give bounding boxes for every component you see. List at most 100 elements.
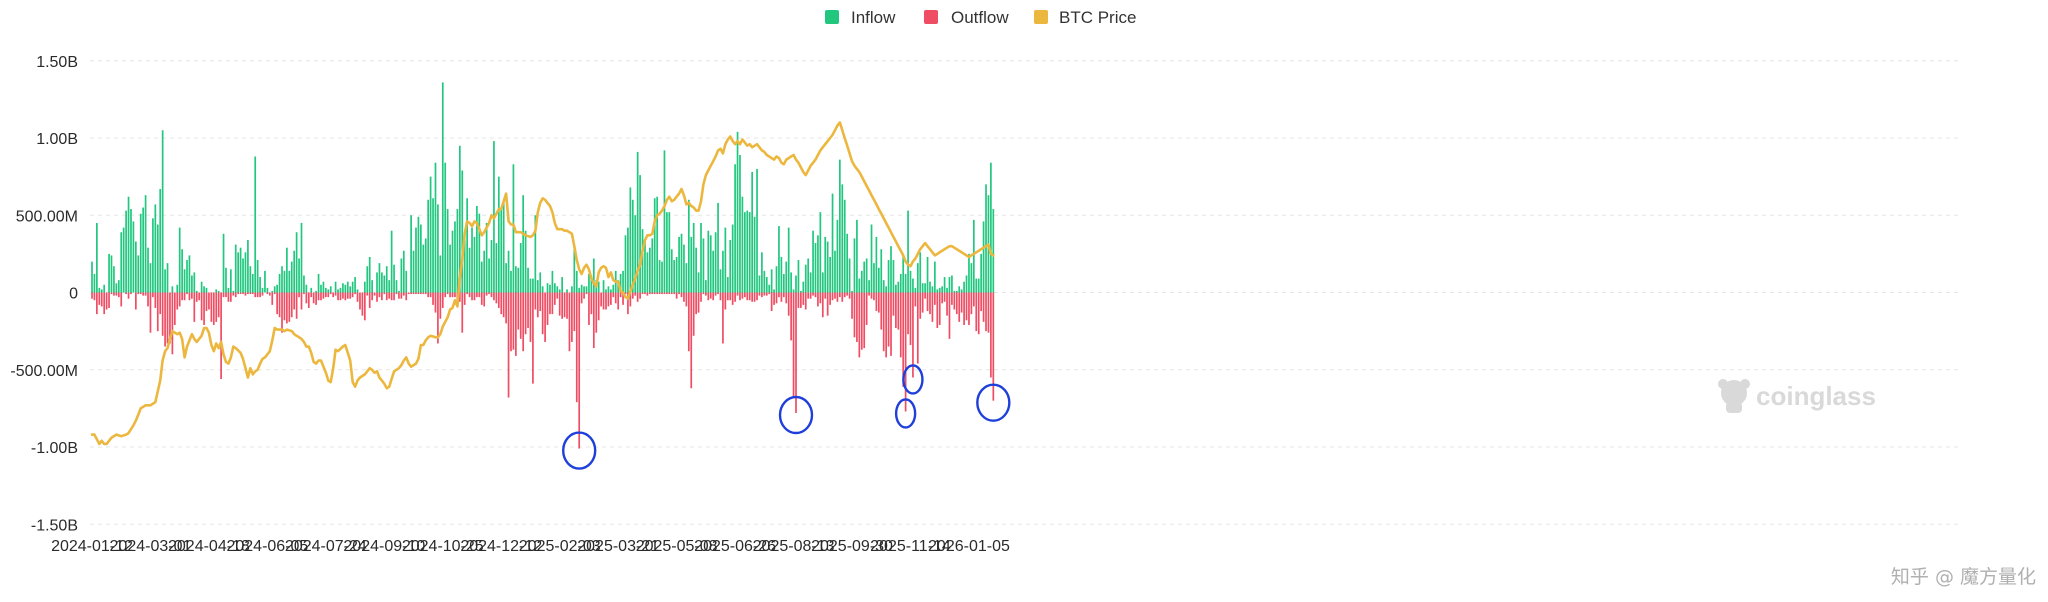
outflow-bar[interactable]: [946, 292, 948, 316]
inflow-bar[interactable]: [702, 238, 705, 293]
outflow-bar[interactable]: [283, 292, 286, 321]
outflow-bar[interactable]: [627, 292, 629, 315]
outflow-bar[interactable]: [782, 292, 785, 298]
outflow-bar[interactable]: [797, 292, 800, 308]
inflow-bar[interactable]: [420, 224, 422, 293]
outflow-bar[interactable]: [363, 292, 366, 321]
outflow-bar[interactable]: [948, 292, 951, 339]
outflow-bar[interactable]: [809, 292, 812, 299]
inflow-bar[interactable]: [203, 286, 205, 293]
inflow-bar[interactable]: [505, 263, 507, 293]
outflow-bar[interactable]: [951, 292, 953, 305]
inflow-bar[interactable]: [700, 222, 702, 293]
outflow-bar[interactable]: [661, 292, 663, 295]
outflow-bar[interactable]: [354, 292, 356, 295]
outflow-bar[interactable]: [393, 292, 395, 301]
inflow-bar[interactable]: [585, 286, 588, 293]
outflow-bar[interactable]: [368, 292, 371, 308]
inflow-bar[interactable]: [963, 281, 965, 293]
outflow-bar[interactable]: [890, 292, 892, 356]
inflow-bar[interactable]: [778, 226, 780, 293]
inflow-bar[interactable]: [644, 241, 646, 293]
inflow-bar[interactable]: [802, 281, 805, 293]
inflow-bar[interactable]: [746, 210, 749, 293]
outflow-bar[interactable]: [378, 292, 381, 298]
inflow-bar[interactable]: [278, 273, 281, 293]
inflow-bar[interactable]: [383, 275, 386, 293]
outflow-bar[interactable]: [339, 292, 342, 301]
outflow-bar[interactable]: [256, 292, 259, 298]
outflow-bar[interactable]: [361, 292, 364, 316]
outflow-bar[interactable]: [424, 292, 427, 295]
outflow-bar[interactable]: [108, 292, 110, 308]
outflow-bar[interactable]: [120, 292, 123, 307]
outflow-bar[interactable]: [634, 292, 637, 296]
inflow-bar[interactable]: [751, 171, 754, 293]
inflow-bar[interactable]: [712, 250, 715, 293]
outflow-bar[interactable]: [420, 292, 422, 295]
inflow-bar[interactable]: [722, 250, 724, 293]
outflow-bar[interactable]: [600, 292, 602, 307]
outflow-bar[interactable]: [588, 292, 590, 325]
inflow-bar[interactable]: [271, 290, 274, 293]
outflow-bar[interactable]: [183, 292, 186, 301]
outflow-bar[interactable]: [417, 292, 420, 295]
outflow-bar[interactable]: [656, 292, 659, 295]
outflow-bar[interactable]: [388, 292, 391, 299]
outflow-bar[interactable]: [909, 292, 912, 346]
outflow-bar[interactable]: [485, 292, 488, 296]
outflow-bar[interactable]: [356, 292, 359, 302]
outflow-bar[interactable]: [729, 292, 732, 301]
outflow-bar[interactable]: [697, 292, 700, 313]
outflow-bar[interactable]: [461, 292, 464, 333]
outflow-bar[interactable]: [870, 292, 873, 299]
inflow-bar[interactable]: [800, 290, 802, 293]
inflow-bar[interactable]: [293, 250, 296, 293]
outflow-bar[interactable]: [646, 292, 649, 296]
inflow-bar[interactable]: [566, 289, 568, 293]
inflow-bar[interactable]: [536, 280, 539, 293]
inflow-bar[interactable]: [627, 227, 629, 293]
inflow-bar[interactable]: [551, 270, 554, 293]
inflow-bar[interactable]: [239, 247, 242, 293]
inflow-bar[interactable]: [707, 230, 710, 293]
outflow-bar[interactable]: [244, 292, 247, 296]
inflow-bar[interactable]: [181, 249, 183, 293]
inflow-bar[interactable]: [178, 227, 181, 293]
legend-item-btc-price[interactable]: BTC Price: [1034, 8, 1136, 27]
outflow-bar[interactable]: [571, 292, 573, 342]
inflow-bar[interactable]: [653, 198, 656, 293]
outflow-bar[interactable]: [938, 292, 941, 325]
outflow-bar[interactable]: [563, 292, 566, 318]
outflow-bar[interactable]: [130, 292, 132, 295]
inflow-bar[interactable]: [977, 278, 980, 293]
inflow-bar[interactable]: [797, 260, 800, 293]
outflow-bar[interactable]: [975, 292, 978, 332]
inflow-bar[interactable]: [115, 283, 118, 293]
inflow-bar[interactable]: [91, 261, 93, 293]
inflow-bar[interactable]: [454, 221, 456, 293]
inflow-bar[interactable]: [432, 198, 434, 293]
outflow-bar[interactable]: [127, 292, 130, 299]
inflow-bar[interactable]: [912, 278, 914, 293]
outflow-bar[interactable]: [899, 292, 902, 358]
outflow-bar[interactable]: [144, 292, 147, 296]
inflow-bar[interactable]: [553, 283, 556, 293]
outflow-bar[interactable]: [351, 292, 354, 298]
inflow-bar[interactable]: [804, 264, 807, 293]
outflow-bar[interactable]: [134, 292, 137, 310]
inflow-bar[interactable]: [378, 263, 381, 293]
outflow-bar[interactable]: [205, 292, 208, 312]
inflow-bar[interactable]: [546, 283, 549, 293]
inflow-bar[interactable]: [298, 258, 300, 293]
outflow-bar[interactable]: [977, 292, 980, 335]
inflow-bar[interactable]: [648, 247, 651, 293]
inflow-bar[interactable]: [327, 289, 330, 293]
outflow-bar[interactable]: [281, 292, 283, 333]
outflow-bar[interactable]: [210, 292, 213, 322]
inflow-bar[interactable]: [875, 236, 878, 293]
inflow-bar[interactable]: [439, 255, 442, 293]
inflow-bar[interactable]: [388, 280, 391, 293]
outflow-bar[interactable]: [717, 292, 719, 295]
inflow-bar[interactable]: [147, 247, 149, 293]
